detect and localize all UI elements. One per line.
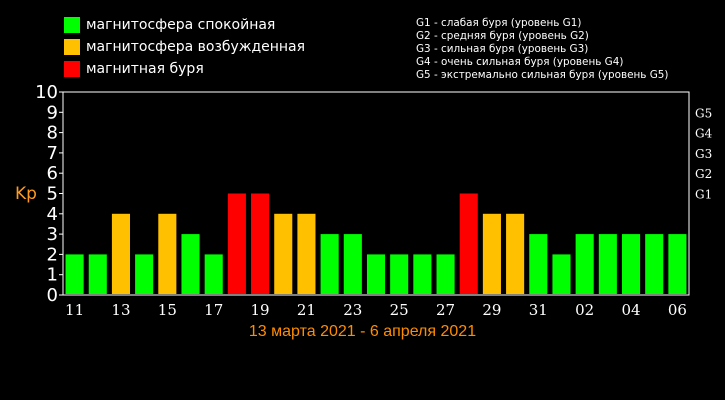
x-tick-label: 31 (529, 301, 548, 319)
x-tick-label: 25 (390, 301, 409, 319)
y-tick-label: 6 (47, 163, 58, 184)
bar-01 (552, 254, 571, 294)
bar-16 (181, 234, 200, 294)
bar-19 (251, 193, 270, 294)
y-tick-label: 10 (35, 82, 58, 103)
x-tick-label: 13 (111, 301, 130, 319)
bar-06 (668, 234, 687, 294)
y-tick-label: 5 (47, 184, 58, 205)
g-level-label: G1 (695, 188, 712, 202)
g-level-label: G2 (695, 167, 712, 181)
legend-label-quiet: магнитосфера спокойная (86, 17, 276, 33)
bar-21 (297, 213, 316, 294)
g-level-label: G5 (695, 106, 712, 120)
bar-26 (413, 254, 432, 294)
y-tick-label: 3 (47, 224, 58, 245)
bar-17 (204, 254, 223, 294)
bar-24 (366, 254, 386, 294)
y-axis-label: Kp (15, 184, 37, 204)
g5-legend-text: G5 - экстремально сильная буря (уровень … (416, 69, 669, 81)
legend-label-active: магнитосфера возбужденная (86, 39, 306, 55)
bar-15 (158, 213, 177, 294)
legend-label-storm: магнитная буря (86, 61, 204, 77)
x-tick-label: 15 (158, 301, 177, 319)
g1-legend-text: G1 - слабая буря (уровень G1) (416, 17, 582, 29)
chart-subtitle: 13 марта 2021 - 6 апреля 2021 (248, 323, 477, 340)
bar-30 (506, 213, 525, 294)
legend-swatch-storm (64, 61, 80, 77)
x-tick-label: 29 (482, 301, 501, 319)
bar-22 (320, 234, 339, 294)
bar-29 (482, 213, 501, 294)
bar-27 (436, 254, 455, 294)
bar-13 (111, 213, 131, 294)
x-tick-label: 27 (436, 301, 455, 319)
g3-legend-text: G3 - сильная буря (уровень G3) (416, 43, 589, 55)
storm-level-legend: G1 - слабая буря (уровень G1) G2 - средн… (416, 17, 668, 82)
bar-23 (343, 234, 362, 294)
x-tick-label: 11 (65, 301, 84, 319)
x-tick-label: 06 (668, 301, 687, 319)
y-tick-label: 4 (47, 204, 58, 225)
bar-05 (645, 234, 664, 294)
x-tick-label: 21 (297, 301, 316, 319)
x-tick-label: 02 (575, 301, 594, 319)
bar-02 (575, 234, 594, 294)
x-tick-label: 19 (251, 301, 270, 319)
g4-legend-text: G4 - очень сильная буря (уровень G4) (416, 56, 624, 68)
x-tick-label: 17 (204, 301, 223, 319)
bar-11 (65, 254, 84, 294)
y-tick-label: 2 (47, 244, 58, 265)
bar-03 (598, 234, 617, 294)
bar-12 (88, 254, 107, 294)
x-tick-label: 04 (621, 301, 640, 319)
y-tick-label: 8 (47, 123, 58, 144)
bar-14 (135, 254, 154, 294)
g-level-label: G3 (695, 147, 712, 161)
y-tick-label: 9 (47, 102, 58, 123)
g-level-label: G4 (695, 127, 713, 141)
bar-25 (390, 254, 409, 294)
x-tick-label: 23 (343, 301, 362, 319)
bar-28 (459, 193, 478, 294)
bar-04 (621, 234, 641, 294)
y-tick-label: 7 (47, 143, 58, 164)
y-tick-label: 0 (47, 285, 58, 306)
bar-20 (274, 213, 293, 294)
legend-swatch-active (64, 39, 80, 55)
g2-legend-text: G2 - средняя буря (уровень G2) (416, 30, 589, 42)
bar-18 (227, 193, 246, 294)
y-tick-label: 1 (47, 265, 58, 286)
bar-31 (529, 234, 548, 294)
legend-swatch-quiet (64, 17, 80, 33)
